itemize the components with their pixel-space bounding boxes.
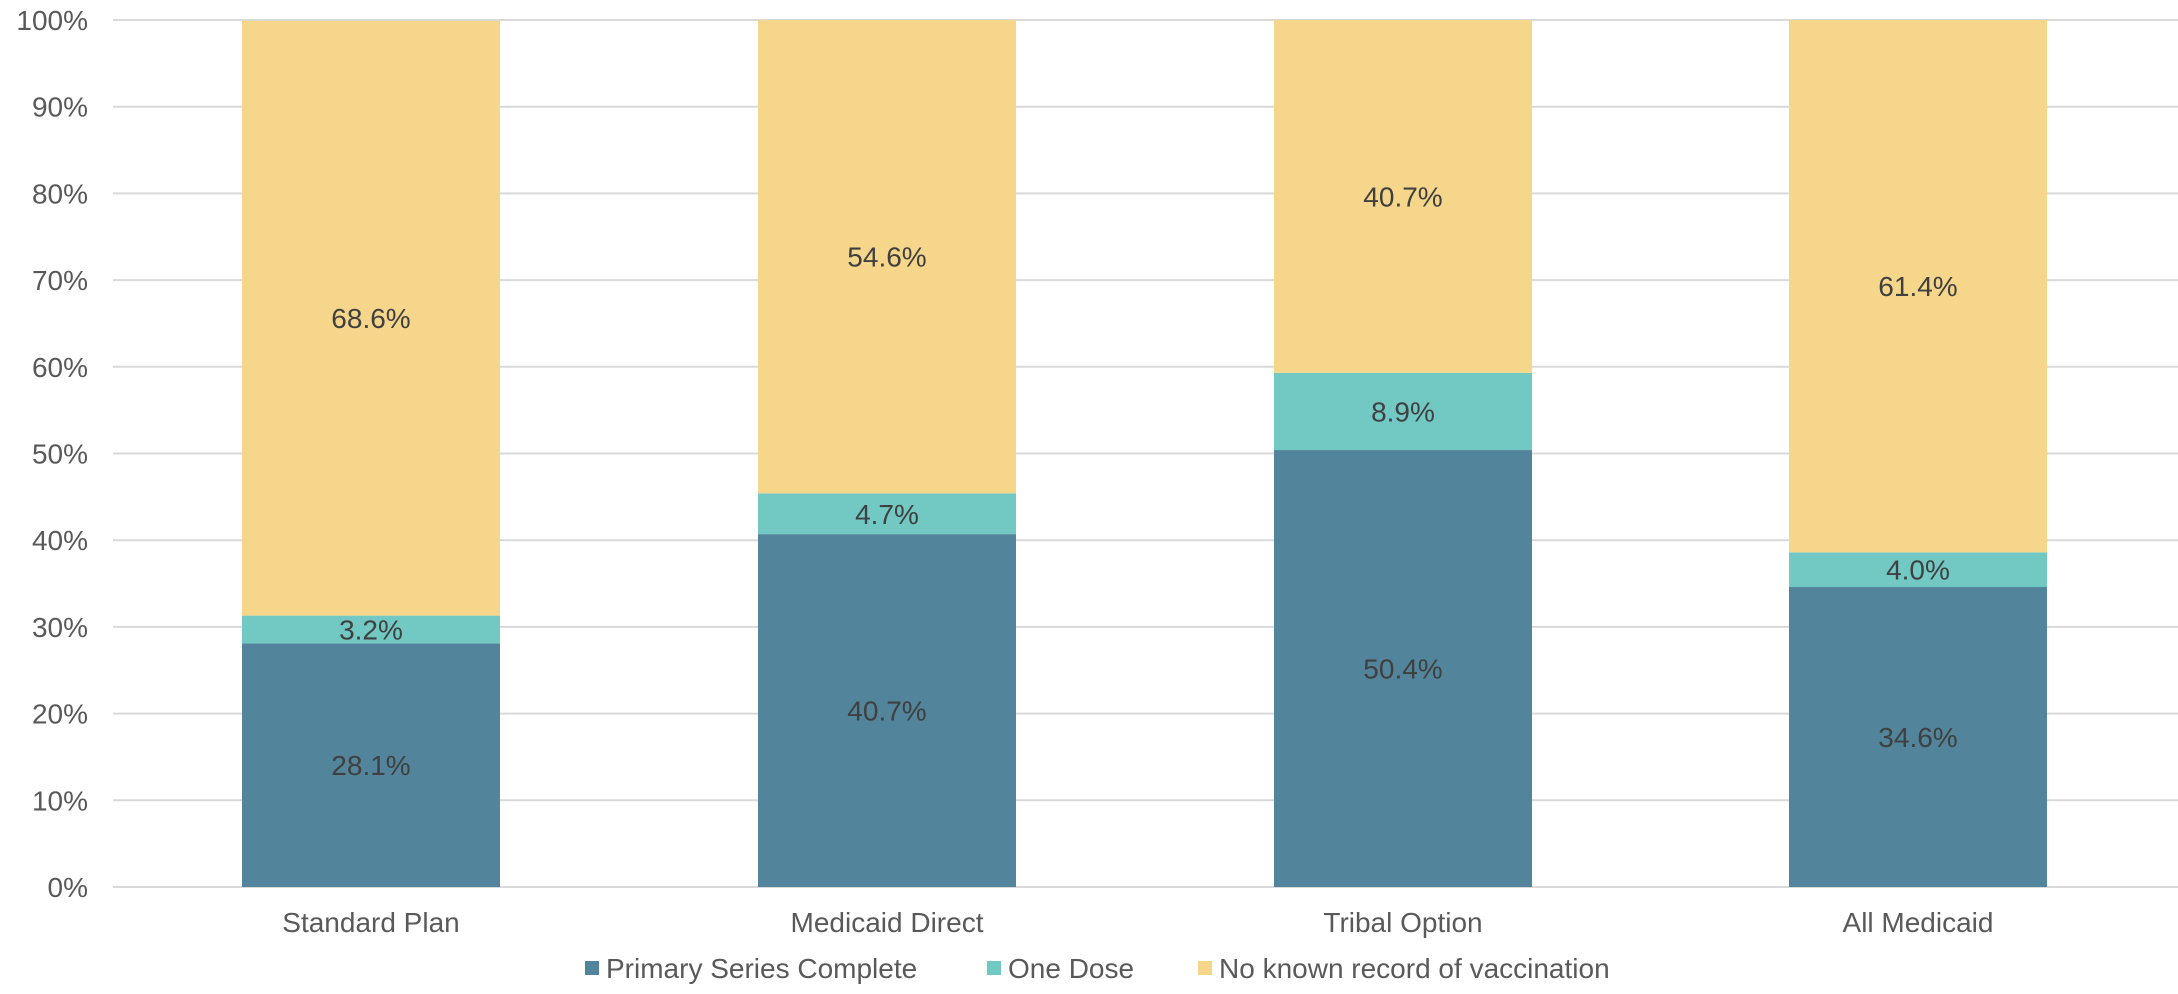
data-label: 4.7% <box>855 499 919 530</box>
y-tick-label: 60% <box>32 352 88 383</box>
y-axis: 0% 10% 20% 30% 40% 50% 60% 70% 80% 90% 100% <box>16 5 88 903</box>
legend: Primary Series Complete One Dose No known … <box>585 953 1610 984</box>
bar-segment <box>242 615 500 644</box>
data-label: 40.7% <box>847 696 926 727</box>
y-tick-label: 70% <box>32 265 88 296</box>
x-axis: Standard Plan Medicaid Direct Tribal Optio… <box>282 907 1993 938</box>
data-label: 28.1% <box>331 750 410 781</box>
bars <box>242 20 2047 887</box>
data-label: 50.4% <box>1363 654 1442 685</box>
y-tick-label: 20% <box>32 699 88 730</box>
bar-segment <box>1789 552 2047 588</box>
y-tick-label: 40% <box>32 525 88 556</box>
data-labels: 28.1% 3.2% 68.6% 40.7% 4.7% 54.6% 50.4% 8.9% 40.… <box>331 181 1957 781</box>
category-label: Standard Plan <box>282 907 459 938</box>
category-label: Tribal Option <box>1323 907 1482 938</box>
legend-swatch <box>585 961 599 975</box>
y-tick-label: 50% <box>32 439 88 470</box>
bar-segment <box>1789 20 2047 553</box>
legend-label: One Dose <box>1008 953 1134 984</box>
bar-segment <box>242 20 500 616</box>
data-label: 34.6% <box>1878 722 1957 753</box>
bar-segment <box>758 493 1016 535</box>
bar-segment <box>1274 372 1532 451</box>
category-label: All Medicaid <box>1843 907 1994 938</box>
data-label: 8.9% <box>1371 396 1435 427</box>
legend-label: Primary Series Complete <box>606 953 917 984</box>
y-tick-label: 80% <box>32 178 88 209</box>
y-tick-label: 10% <box>32 785 88 816</box>
bar-segment <box>1274 20 1532 373</box>
data-label: 68.6% <box>331 303 410 334</box>
bar-segment <box>758 20 1016 494</box>
bar-segment <box>1789 587 2047 887</box>
y-tick-label: 90% <box>32 92 88 123</box>
data-label: 4.0% <box>1886 555 1950 586</box>
data-label: 61.4% <box>1878 271 1957 302</box>
bar-segment <box>758 534 1016 887</box>
data-label: 54.6% <box>847 242 926 273</box>
y-tick-label: 30% <box>32 612 88 643</box>
y-tick-label: 100% <box>16 5 88 36</box>
legend-swatch <box>987 961 1001 975</box>
data-label: 40.7% <box>1363 181 1442 212</box>
y-tick-label: 0% <box>48 872 88 903</box>
bar-segment <box>1274 450 1532 887</box>
legend-label: No known record of vaccination <box>1219 953 1610 984</box>
data-label: 3.2% <box>339 615 403 646</box>
legend-swatch <box>1198 961 1212 975</box>
category-label: Medicaid Direct <box>791 907 984 938</box>
bar-segment <box>242 643 500 887</box>
